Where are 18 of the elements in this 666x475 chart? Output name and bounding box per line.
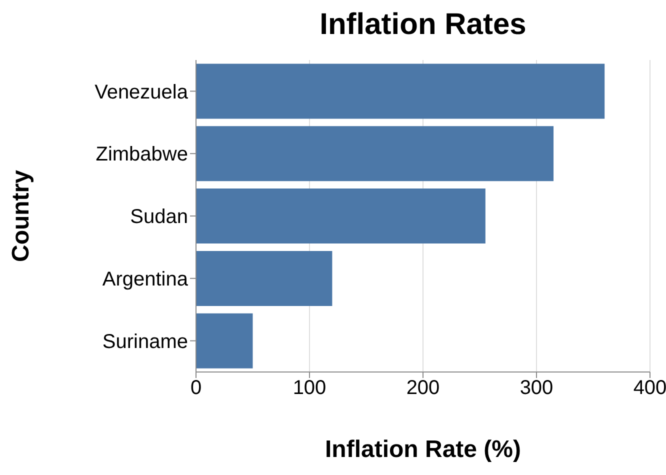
bar [196,250,332,306]
x-tick-label: 400 [633,377,666,400]
y-tick-label: Suriname [102,330,188,353]
x-tick-label: 100 [292,377,326,400]
x-tick-label: 200 [406,377,440,400]
bar [196,313,253,368]
y-axis-title: Country [8,169,35,262]
x-tick-label: 0 [190,377,202,400]
x-tick-label: 300 [520,377,554,400]
x-axis-title: Inflation Rate (%) [325,436,521,463]
y-tick-label: Argentina [102,268,189,290]
bar [196,126,554,182]
chart-title: Inflation Rates [318,8,528,42]
y-tick-label: Zimbabwe [96,144,188,166]
bar [196,64,605,119]
y-tick-label: Venezuela [94,81,189,104]
y-tick-label: Sudan [130,206,188,228]
bar [196,188,486,244]
